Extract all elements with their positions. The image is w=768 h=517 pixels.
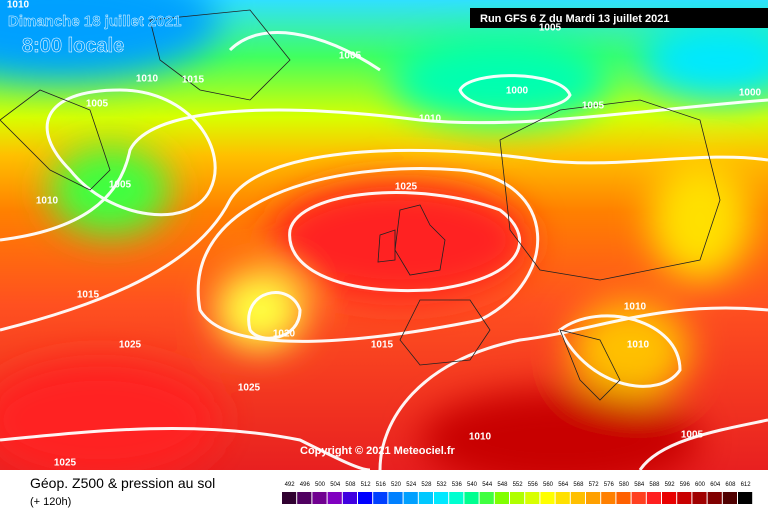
scale-swatch xyxy=(586,492,601,504)
scale-label: 580 xyxy=(619,482,630,488)
isobar-label: 1005 xyxy=(86,99,109,110)
isobar-label: 1020 xyxy=(273,329,296,340)
scale-label: 604 xyxy=(710,482,721,488)
isobar-label: 1025 xyxy=(395,182,418,193)
scale-swatch xyxy=(646,492,661,504)
scale-swatch xyxy=(479,492,494,504)
scale-swatch xyxy=(494,492,509,504)
isobar-label: 1025 xyxy=(119,340,142,351)
scale-label: 520 xyxy=(391,482,402,488)
scale-swatch xyxy=(282,492,297,504)
isobar-label: 1010 xyxy=(624,302,647,313)
scale-swatch xyxy=(692,492,707,504)
scale-swatch xyxy=(631,492,646,504)
isobar-label: 1000 xyxy=(739,88,762,99)
scale-label: 508 xyxy=(345,482,356,488)
scale-label: 596 xyxy=(680,482,691,488)
scale-swatch xyxy=(677,492,692,504)
isobar-label: 1010 xyxy=(7,0,30,11)
footer-lead: (+ 120h) xyxy=(30,496,71,508)
scale-swatch xyxy=(570,492,585,504)
scale-swatch xyxy=(403,492,418,504)
scale-label: 600 xyxy=(695,482,706,488)
scale-label: 548 xyxy=(497,482,508,488)
scale-label: 612 xyxy=(741,482,752,488)
footer-title: Géop. Z500 & pression au sol xyxy=(30,475,215,491)
isobar-labels: 1010 1005 1005 1010 1015 1005 1000 1005 1000 1010… xyxy=(7,0,762,469)
scale-swatch xyxy=(616,492,631,504)
scale-label: 536 xyxy=(452,482,463,488)
scale-swatch xyxy=(388,492,403,504)
scale-label: 572 xyxy=(589,482,600,488)
scale-swatch xyxy=(418,492,433,504)
isobar-label: 1010 xyxy=(136,74,159,85)
scale-swatch xyxy=(312,492,327,504)
footer-panel xyxy=(0,470,768,512)
isobar-label: 1005 xyxy=(109,180,132,191)
scale-swatch xyxy=(525,492,540,504)
scale-label: 492 xyxy=(285,482,296,488)
scale-label: 552 xyxy=(513,482,524,488)
isobar-label: 1015 xyxy=(371,340,394,351)
scale-label: 532 xyxy=(437,482,448,488)
scale-swatch xyxy=(707,492,722,504)
scale-label: 556 xyxy=(528,482,539,488)
valid-time: 8:00 locale xyxy=(22,35,124,57)
scale-label: 516 xyxy=(376,482,387,488)
isobar-label: 1015 xyxy=(77,290,100,301)
scale-swatch xyxy=(722,492,737,504)
scale-label: 560 xyxy=(543,482,554,488)
scale-label: 540 xyxy=(467,482,478,488)
isobar-label: 1005 xyxy=(539,23,562,34)
scale-swatch xyxy=(373,492,388,504)
isobar-label: 1010 xyxy=(36,196,59,207)
scale-swatch xyxy=(555,492,570,504)
scale-swatch xyxy=(601,492,616,504)
scale-label: 504 xyxy=(330,482,341,488)
scale-swatch xyxy=(738,492,753,504)
scale-label: 568 xyxy=(573,482,584,488)
scale-label: 544 xyxy=(482,482,493,488)
scale-swatch xyxy=(510,492,525,504)
scale-swatch xyxy=(358,492,373,504)
isobar-label: 1010 xyxy=(469,432,492,443)
scale-label: 496 xyxy=(300,482,311,488)
valid-date: Dimanche 18 juillet 2021 xyxy=(8,13,181,30)
color-scale: 492 496 500 504 508 512 516 520 524 528 532 536 540 5… xyxy=(282,482,753,504)
isobar-label: 1015 xyxy=(182,75,205,86)
isobar-label: 1025 xyxy=(238,383,261,394)
isobar-label: 1005 xyxy=(582,101,605,112)
scale-label: 576 xyxy=(604,482,615,488)
isobar-label: 1010 xyxy=(419,114,442,125)
scale-label: 512 xyxy=(361,482,372,488)
scale-swatch xyxy=(464,492,479,504)
scale-swatch xyxy=(540,492,555,504)
scale-label: 608 xyxy=(725,482,736,488)
scale-swatch xyxy=(449,492,464,504)
scale-label: 500 xyxy=(315,482,326,488)
scale-label: 528 xyxy=(421,482,432,488)
scale-swatch xyxy=(342,492,357,504)
scale-swatch xyxy=(662,492,677,504)
scale-label: 524 xyxy=(406,482,417,488)
run-info: Run GFS 6 Z du Mardi 13 juillet 2021 xyxy=(480,13,670,25)
scale-label: 588 xyxy=(649,482,660,488)
field xyxy=(0,0,768,470)
run-banner xyxy=(470,8,768,28)
copyright: Copyright © 2021 Meteociel.fr xyxy=(300,445,456,457)
scale-label: 564 xyxy=(558,482,569,488)
isobar-label: 1000 xyxy=(506,86,529,97)
isobar-label: 1025 xyxy=(54,458,77,469)
isobar-label: 1005 xyxy=(681,430,704,441)
scale-label: 592 xyxy=(665,482,676,488)
scale-swatch xyxy=(434,492,449,504)
isobar-label: 1005 xyxy=(339,51,362,62)
scale-label: 584 xyxy=(634,482,645,488)
scale-swatch xyxy=(297,492,312,504)
isobar-label: 1010 xyxy=(627,340,650,351)
scale-swatch xyxy=(327,492,342,504)
